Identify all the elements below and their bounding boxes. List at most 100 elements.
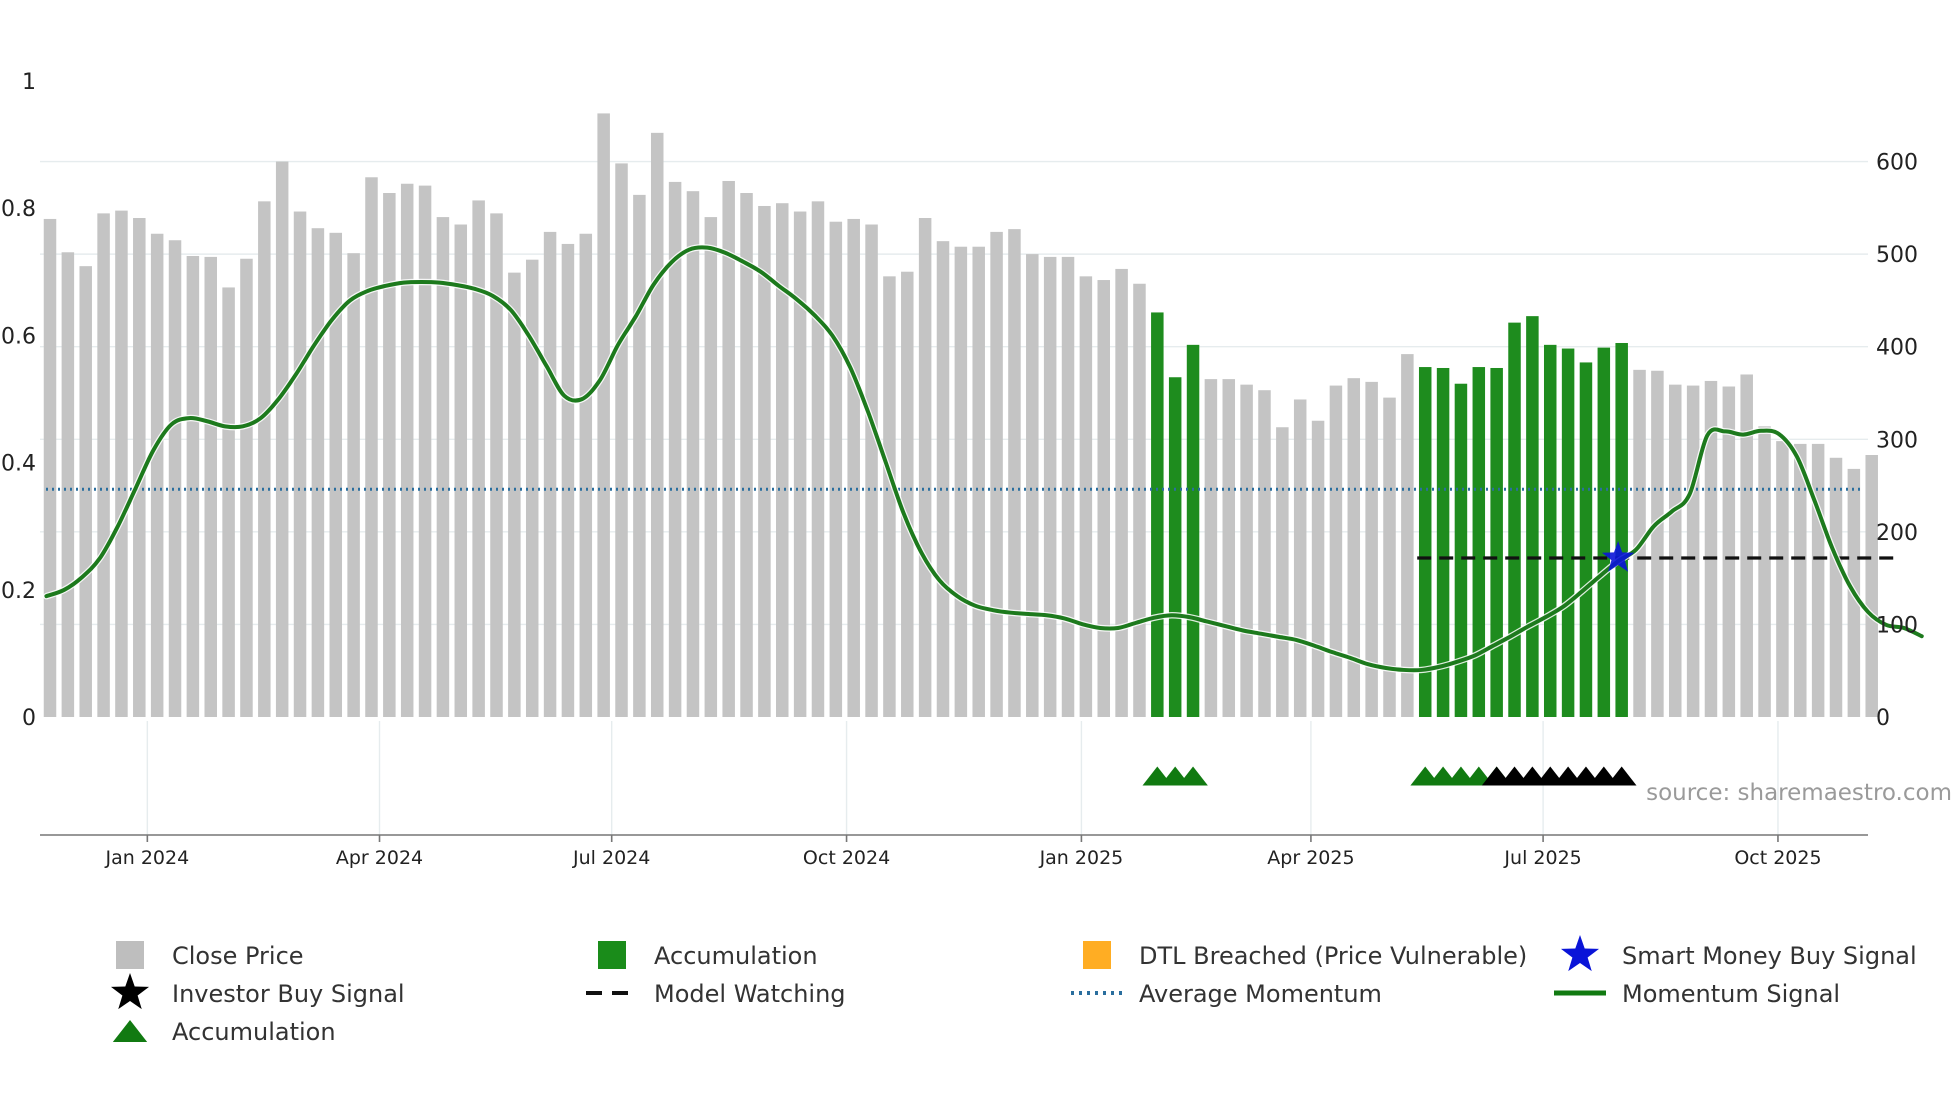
close-price-bar: [275, 161, 289, 717]
close-price-bar: [1079, 276, 1093, 717]
marker-layer: [1142, 541, 1637, 786]
smart-money-buy-marker: [1601, 541, 1635, 572]
close-price-bar: [1133, 283, 1146, 717]
legend: Close Price Accumulation DTL Breached (Pri…: [110, 935, 1917, 1046]
close-price-bar: [43, 218, 57, 718]
accumulation-bar: [1168, 377, 1182, 717]
accumulation-bar: [1597, 347, 1611, 717]
accumulation-bar: [1436, 367, 1450, 717]
close-price-bar: [400, 183, 414, 717]
legend-label: Average Momentum: [1139, 980, 1382, 1008]
close-price-bar: [1365, 381, 1378, 717]
close-price-bar: [418, 185, 432, 718]
close-price-bar: [1043, 256, 1057, 717]
accumulation-bar: [1508, 322, 1521, 717]
legend-swatch: [1083, 941, 1111, 969]
legend-swatch: [598, 941, 626, 969]
x-tick-label: Oct 2024: [803, 847, 890, 869]
close-price-bar: [347, 253, 360, 717]
close-price-bar: [1115, 268, 1128, 717]
x-tick-label: Jul 2025: [1503, 847, 1581, 869]
close-price-bar: [1293, 399, 1307, 717]
close-price-bar: [186, 255, 200, 718]
right-tick-label: 0: [1876, 706, 1890, 731]
close-price-bar: [1311, 420, 1325, 717]
close-price-bar: [954, 246, 968, 717]
accumulation-bar: [1579, 362, 1593, 717]
close-price-bar: [936, 241, 950, 717]
close-price-bar: [329, 232, 343, 718]
close-price-bar: [1811, 443, 1825, 717]
legend-swatch: [116, 941, 144, 969]
close-price-bar: [1829, 457, 1843, 717]
investor-buy-marker: [1606, 766, 1637, 786]
x-tick-label: Jul 2024: [572, 847, 650, 869]
close-price-bar: [1686, 385, 1700, 717]
close-price-bar: [133, 218, 146, 717]
close-price-bar: [150, 233, 164, 717]
legend-entry: Accumulation: [112, 1018, 336, 1046]
close-price-bar: [311, 228, 325, 717]
close-price-bar: [472, 200, 485, 717]
accumulation-bar: [1543, 344, 1557, 717]
accumulation-bar: [1186, 344, 1200, 717]
close-price-bar: [258, 201, 271, 717]
accumulation-marker: [1178, 766, 1208, 786]
close-price-bar: [1651, 370, 1664, 717]
close-price-bar: [1240, 384, 1253, 717]
close-price-bar: [722, 180, 735, 717]
right-tick-label: 100: [1876, 613, 1918, 638]
close-price-bar: [847, 218, 860, 718]
close-price-bar: [901, 271, 914, 717]
legend-entry: Investor Buy Signal: [110, 973, 405, 1010]
accumulation-bar: [1615, 342, 1628, 717]
close-price-bar: [1008, 229, 1021, 718]
x-tick-label: Jan 2024: [104, 847, 189, 869]
close-price-bar: [615, 163, 628, 718]
x-tick-label: Oct 2025: [1734, 847, 1821, 869]
close-price-bar: [79, 266, 92, 717]
close-price-bar: [579, 233, 593, 717]
close-price-bar: [1740, 374, 1753, 717]
close-price-bar: [1401, 354, 1414, 717]
left-tick-label: 0.2: [1, 579, 36, 604]
close-price-bar: [1704, 380, 1718, 717]
close-price-bar: [240, 258, 253, 717]
legend-label: DTL Breached (Price Vulnerable): [1139, 942, 1527, 970]
close-price-bar: [1669, 384, 1682, 717]
legend-label: Momentum Signal: [1622, 980, 1840, 1008]
right-tick-label: 600: [1876, 151, 1918, 176]
close-price-bar: [561, 243, 575, 717]
legend-entry: Smart Money Buy Signal: [1560, 935, 1917, 972]
close-price-bar: [454, 224, 468, 717]
legend-entry: Model Watching: [586, 980, 846, 1008]
legend-entry: Accumulation: [598, 941, 818, 970]
left-tick-label: 0.4: [1, 452, 36, 477]
source-label: source: sharemaestro.com: [1646, 780, 1952, 806]
close-price-bar: [990, 231, 1003, 717]
close-price-bar: [1222, 379, 1236, 717]
close-price-bar: [1776, 441, 1789, 717]
legend-entry: Close Price: [116, 941, 304, 970]
close-price-bar: [1794, 443, 1807, 717]
close-price-bar: [1276, 427, 1289, 717]
left-tick-label: 1: [22, 70, 36, 95]
close-price-bar: [436, 217, 450, 717]
close-price-bar: [829, 221, 843, 717]
close-price-bar: [1026, 254, 1039, 717]
close-price-bar: [704, 217, 718, 717]
bar-layer: [43, 113, 1878, 718]
legend-entry: Momentum Signal: [1554, 980, 1840, 1008]
close-price-bar: [1258, 390, 1271, 717]
close-price-bar: [811, 201, 825, 717]
close-price-bar: [776, 203, 789, 717]
close-price-bar: [543, 231, 557, 717]
close-price-bar: [740, 193, 753, 718]
legend-label: Investor Buy Signal: [172, 980, 405, 1008]
accumulation-bar: [1418, 367, 1432, 717]
close-price-bar: [1347, 378, 1361, 717]
close-price-bar: [293, 211, 307, 717]
close-price-bar: [1061, 256, 1075, 717]
